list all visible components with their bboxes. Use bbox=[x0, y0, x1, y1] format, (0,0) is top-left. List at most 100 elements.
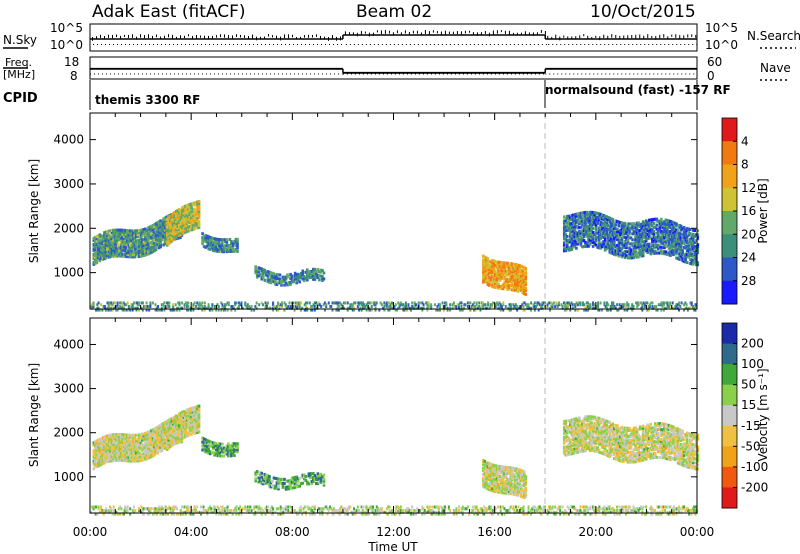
velocity-echo-cell bbox=[118, 436, 121, 440]
power-echo-cell bbox=[613, 248, 616, 252]
power-echo-cell bbox=[678, 257, 681, 261]
power-echo-cell bbox=[319, 274, 323, 278]
power-echo-cell bbox=[492, 267, 496, 271]
velocity-echo-cell bbox=[118, 440, 121, 444]
velocity-echo-cell bbox=[127, 435, 131, 439]
power-echo-cell bbox=[171, 230, 175, 234]
power-echo-cell bbox=[664, 226, 668, 230]
power-echo-cell bbox=[178, 219, 181, 223]
velocity-echo-cell bbox=[104, 436, 108, 440]
power-clutter-cell bbox=[605, 303, 608, 307]
power-echo-cell bbox=[564, 247, 568, 251]
power-echo-cell bbox=[187, 211, 190, 215]
velocity-echo-cell bbox=[153, 429, 156, 433]
power-clutter-cell bbox=[585, 305, 588, 309]
power-echo-cell bbox=[184, 206, 187, 210]
power-echo-cell bbox=[153, 235, 156, 239]
power-echo-cell bbox=[512, 274, 515, 278]
nsearch-dot bbox=[321, 44, 322, 45]
power-echo-cell bbox=[663, 246, 666, 250]
velocity-echo-cell bbox=[171, 422, 175, 426]
nsearch-dot bbox=[453, 44, 455, 45]
power-echo-cell bbox=[688, 238, 692, 242]
power-echo-cell bbox=[637, 245, 640, 249]
power-echo-cell bbox=[670, 246, 674, 250]
velocity-echo-cell bbox=[112, 447, 115, 451]
nsky-tick-top: 10^5 bbox=[50, 21, 83, 35]
power-echo-cell bbox=[632, 232, 636, 236]
power-echo-cell bbox=[182, 223, 186, 227]
velocity-echo-cell bbox=[197, 416, 201, 420]
power-echo-cell bbox=[157, 236, 161, 240]
power-echo-cell bbox=[301, 271, 305, 275]
velocity-echo-cell bbox=[148, 435, 152, 439]
power-echo-cell bbox=[156, 227, 159, 231]
nsearch-dot bbox=[161, 44, 162, 45]
velocity-echo-cell bbox=[113, 448, 117, 452]
power-clutter-cell bbox=[298, 303, 301, 307]
velocity-echo-cell bbox=[168, 437, 172, 441]
power-echo-cell bbox=[227, 250, 230, 254]
power-echo-cell bbox=[94, 253, 97, 257]
power-echo-cell bbox=[600, 221, 604, 225]
power-echo-cell bbox=[509, 262, 512, 266]
velocity-echo-cell bbox=[133, 435, 137, 439]
nsearch-dot bbox=[465, 44, 467, 45]
power-echo-cell bbox=[174, 215, 178, 219]
power-echo-cell bbox=[579, 237, 583, 241]
power-clutter-cell bbox=[320, 305, 323, 309]
power-echo-cell bbox=[519, 278, 523, 282]
power-clutter-cell bbox=[605, 301, 608, 305]
power-echo-cell bbox=[504, 283, 508, 287]
power-echo-cell bbox=[112, 254, 115, 258]
power-echo-cell bbox=[672, 225, 675, 229]
velocity-echo-cell bbox=[170, 429, 174, 433]
velocity-echo-cell bbox=[95, 445, 99, 449]
velocity-echo-cell bbox=[115, 452, 118, 456]
power-echo-cell bbox=[231, 247, 235, 251]
power-echo-cell bbox=[616, 227, 619, 231]
velocity-echo-cell bbox=[193, 413, 196, 417]
power-echo-cell bbox=[522, 268, 526, 272]
velocity-echo-cell bbox=[100, 450, 103, 454]
nsky-spike bbox=[575, 36, 577, 40]
power-echo-cell bbox=[139, 250, 143, 254]
power-echo-cell bbox=[605, 247, 609, 251]
power-echo-cell bbox=[497, 276, 500, 280]
power-clutter-cell bbox=[383, 301, 386, 305]
power-echo-cell bbox=[151, 239, 155, 243]
power-clutter-cell bbox=[202, 306, 205, 310]
power-clutter-cell bbox=[379, 301, 382, 305]
velocity-echo-cell bbox=[139, 455, 143, 459]
power-echo-cell bbox=[649, 236, 653, 240]
power-echo-cell bbox=[675, 234, 678, 238]
power-echo-cell bbox=[103, 231, 106, 235]
velocity-echo-cell bbox=[130, 439, 134, 443]
velocity-echo-cell bbox=[160, 428, 164, 432]
power-echo-cell bbox=[133, 235, 137, 239]
power-echo-cell bbox=[582, 219, 586, 223]
power-echo-cell bbox=[669, 231, 672, 235]
power-echo-cell bbox=[269, 279, 273, 283]
power-echo-cell bbox=[154, 236, 158, 240]
nsearch-dot bbox=[185, 44, 186, 45]
power-echo-cell bbox=[191, 227, 195, 231]
nsearch-dot bbox=[640, 44, 642, 45]
power-clutter-cell bbox=[187, 305, 190, 309]
power-echo-cell bbox=[202, 245, 206, 249]
power-echo-cell bbox=[609, 221, 613, 225]
power-clutter-cell bbox=[306, 306, 309, 310]
power-echo-cell bbox=[614, 219, 618, 223]
power-echo-cell bbox=[95, 245, 99, 249]
power-echo-cell bbox=[497, 270, 500, 274]
power-echo-cell bbox=[664, 250, 668, 254]
velocity-echo-cell bbox=[151, 434, 155, 438]
power-clutter-cell bbox=[313, 301, 316, 305]
nsearch-dot bbox=[688, 44, 690, 45]
power-echo-cell bbox=[632, 250, 636, 254]
power-echo-cell bbox=[153, 225, 156, 229]
power-echo-cell bbox=[185, 210, 189, 214]
power-echo-cell bbox=[524, 274, 528, 278]
power-echo-cell bbox=[107, 245, 111, 249]
power-echo-cell bbox=[629, 226, 633, 230]
